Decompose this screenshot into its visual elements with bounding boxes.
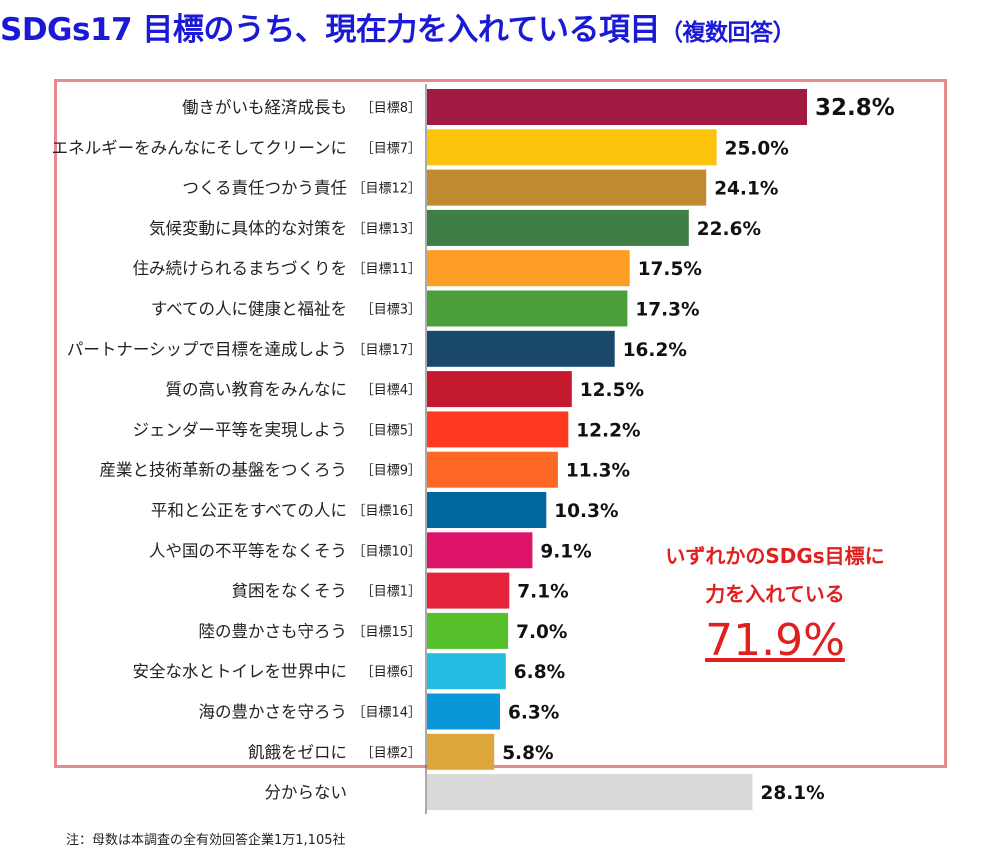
goal-tag-label: ［目標11］ [352,262,421,277]
bar [427,129,717,166]
bar [427,290,628,327]
category-label: 住み続けられるまちづくりを [133,259,348,278]
goal-tag-label: ［目標3］ [361,303,421,318]
bar [427,411,569,448]
category-label: 働きがいも経済成長も [182,98,347,117]
bar [427,209,689,246]
bar [427,451,558,488]
goal-tag-label: ［目標2］ [361,746,421,761]
value-label: 32.8% [815,95,895,121]
category-label: つくる責任つかう責任 [182,179,347,198]
value-label: 9.1% [540,541,591,562]
value-label: 6.3% [508,703,559,724]
callout-line1: いずれかのSDGs目標に [665,544,885,568]
goal-tag-label: ［目標5］ [361,423,421,438]
title-sub: （複数回答） [659,20,796,46]
bar [427,89,807,125]
category-label: 陸の豊かさも守ろう [199,622,348,641]
goal-tag-label: ［目標16］ [352,504,421,519]
callout: いずれかのSDGs目標に 力を入れている 71.9% [655,537,895,666]
goal-tag-label: ［目標8］ [361,101,421,116]
category-label: 海の豊かさを守ろう [199,703,348,722]
value-label: 17.5% [638,259,702,280]
goal-tag-label: ［目標6］ [361,665,421,680]
value-label: 6.8% [514,662,565,683]
value-label: 28.1% [761,783,825,804]
category-label: 平和と公正をすべての人に [151,501,347,520]
value-label: 25.0% [725,138,789,159]
goal-tag-label: ［目標4］ [361,383,421,398]
goal-tag-label: ［目標17］ [352,343,421,358]
goal-tag-label: ［目標12］ [352,182,421,197]
bar [427,250,630,287]
footnote: 注：母数は本調査の全有効回答企業1万1,105社 [66,833,346,848]
goal-tag-label: ［目標14］ [352,706,421,721]
title-main: SDGs17 目標のうち、現在力を入れている項目 [0,12,660,48]
goal-tag-label: ［目標7］ [361,141,421,156]
value-label: 16.2% [623,340,687,361]
category-label: 産業と技術革新の基盤をつくろう [100,461,348,480]
value-label: 12.5% [580,380,644,401]
page-title: SDGs17 目標のうち、現在力を入れている項目（複数回答） [0,4,990,49]
bar [427,330,615,367]
goal-tag-label: ［目標13］ [352,222,421,237]
value-label: 11.3% [566,461,630,482]
category-label: エネルギーをみんなにそしてクリーンに [52,138,347,157]
callout-line2: 力を入れている [705,582,845,606]
bar [427,733,495,770]
value-label: 7.0% [516,622,567,643]
category-label: 分からない [265,783,348,802]
value-label: 24.1% [714,179,778,200]
value-label: 5.8% [502,743,553,764]
bar [427,169,707,206]
bar [427,774,753,811]
category-label: 貧困をなくそう [232,582,348,601]
category-label: 飢餓をゼロに [248,743,347,762]
bar [427,572,510,609]
bar [427,612,509,649]
goal-tag-label: ［目標15］ [352,625,421,640]
category-label: 安全な水とトイレを世界中に [133,662,348,681]
category-label: 質の高い教育をみんなに [166,380,348,399]
category-label: すべての人に健康と福祉を [151,300,347,319]
category-label: 気候変動に具体的な対策を [149,219,347,238]
highlight-frame [54,79,947,768]
value-label: 7.1% [517,582,568,603]
bar [427,653,506,690]
goal-tag-label: ［目標10］ [352,544,421,559]
bar [427,371,572,408]
bar [427,532,533,569]
bars-group: 働きがいも経済成長も ［目標8］ 32.8% エネルギーをみんなにそしてクリーンに ［目… [52,89,895,811]
callout-value: 71.9% [705,615,845,666]
goal-tag-label: ［目標1］ [361,585,421,600]
value-label: 10.3% [554,501,618,522]
value-label: 17.3% [635,300,699,321]
category-label: パートナーシップで目標を達成しよう [67,340,347,359]
bar [427,492,547,528]
value-label: 22.6% [697,219,761,240]
category-label: ジェンダー平等を実現しよう [133,420,348,439]
goal-tag-label: ［目標9］ [361,464,421,479]
bar [427,693,500,730]
value-label: 12.2% [576,420,640,441]
category-label: 人や国の不平等をなくそう [149,541,347,560]
